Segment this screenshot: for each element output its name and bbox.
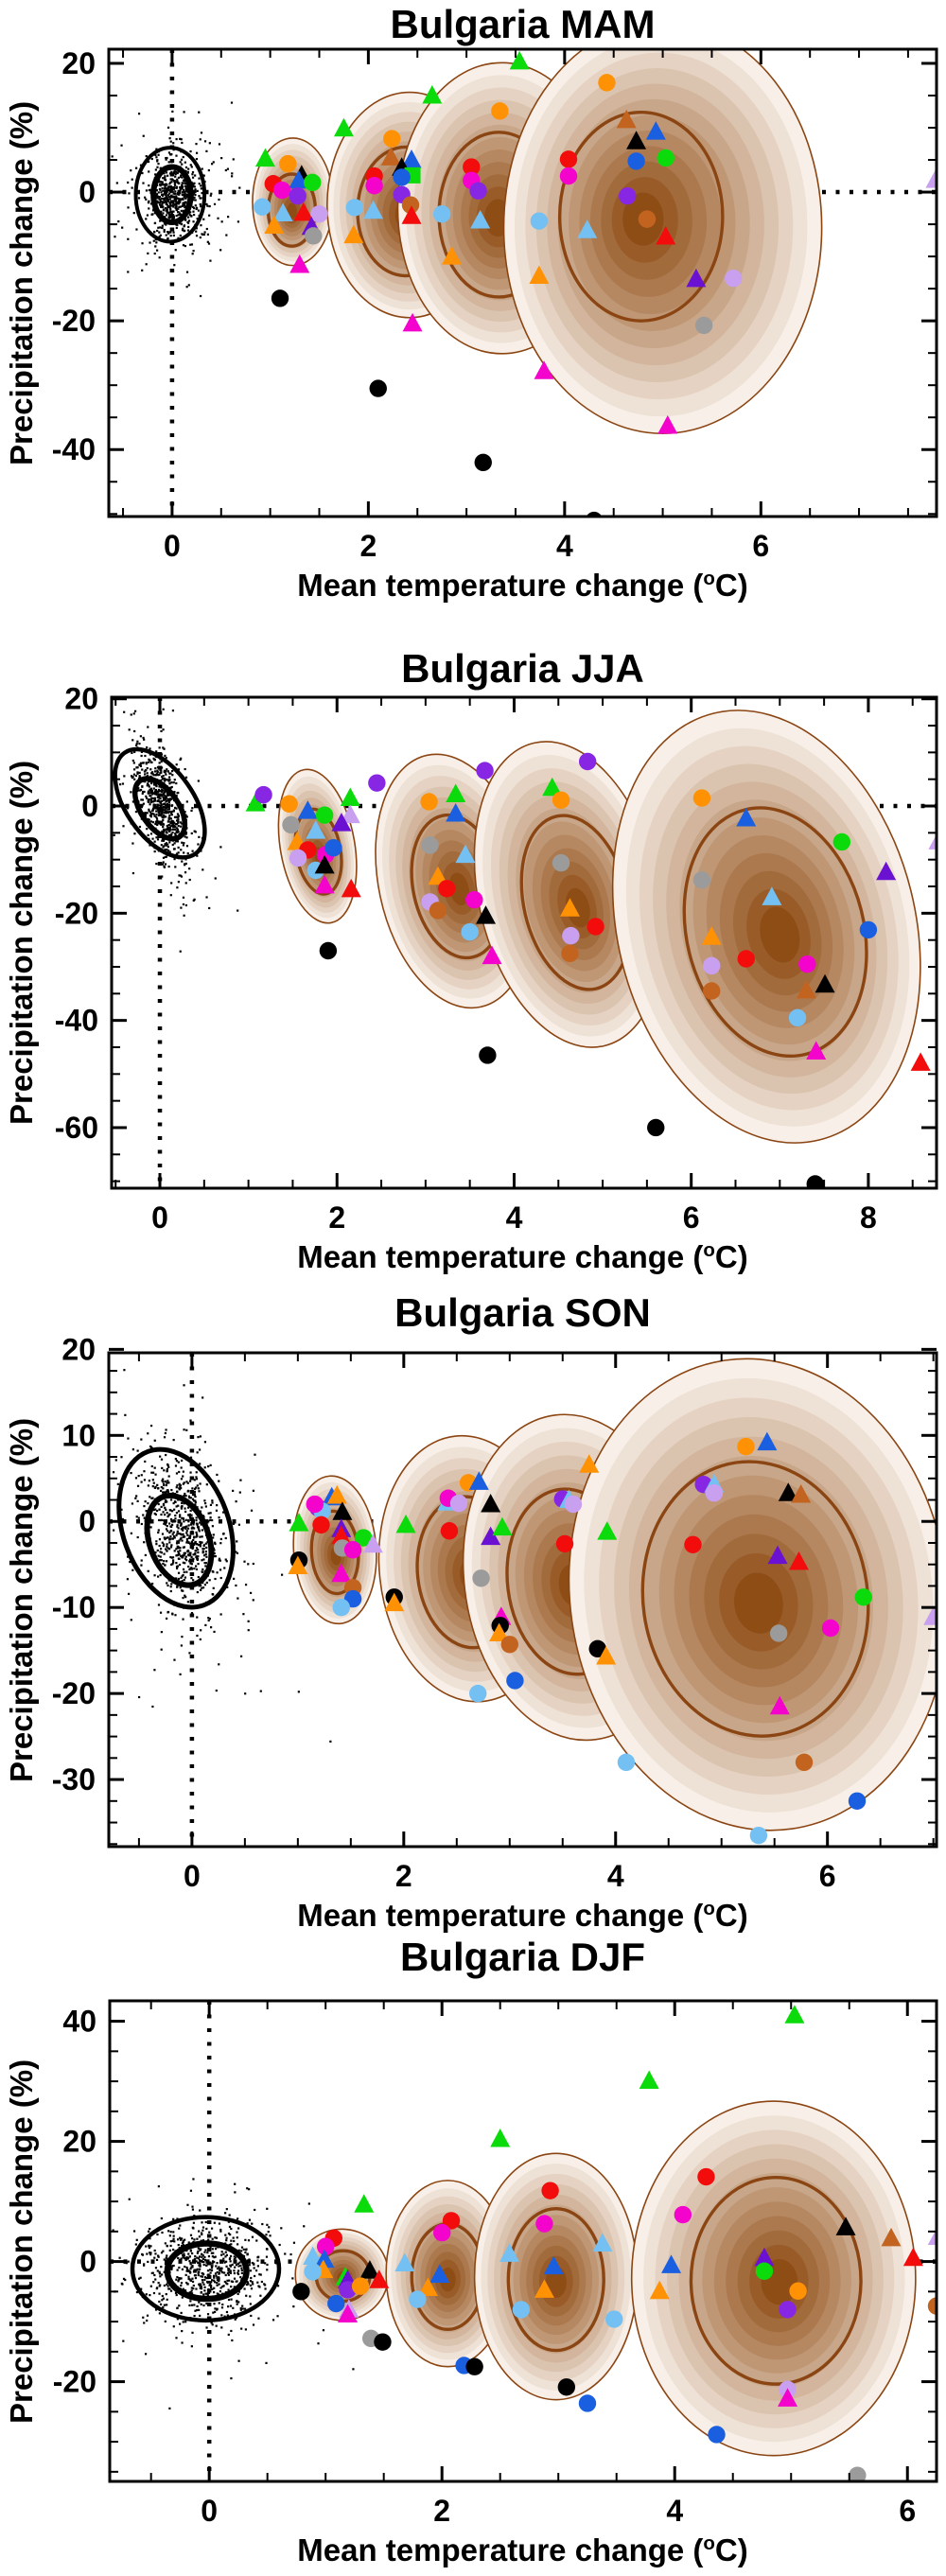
plot-svg-son: 0 2 4 6 20 10 0 -10 -20 -30 [52,1332,938,1893]
svg-text:6: 6 [752,529,769,563]
svg-text:-20: -20 [53,2365,96,2399]
svg-text:6: 6 [899,2494,916,2528]
svg-text:2: 2 [359,529,377,563]
svg-text:-10: -10 [52,1590,96,1624]
svg-text:-30: -30 [52,1762,96,1796]
svg-text:4: 4 [666,2494,683,2528]
svg-text:4: 4 [506,1200,523,1235]
degree-sup: o [703,568,715,589]
x-label-unit: C) [714,2532,748,2567]
panel-title-jja: Bulgaria JJA [401,646,644,691]
svg-text:0: 0 [164,529,181,563]
x-label-text: Mean temperature change ( [297,1239,704,1274]
svg-text:6: 6 [683,1200,700,1235]
svg-text:0: 0 [184,1859,201,1893]
svg-text:0: 0 [81,789,98,823]
svg-text:0: 0 [151,1200,168,1235]
degree-sup: o [703,2532,715,2554]
svg-text:40: 40 [62,2005,96,2039]
degree-sup: o [703,1239,715,1261]
x-axis-label-jja: Mean temperature change (oC) [109,1239,937,1275]
svg-text:-20: -20 [52,1676,96,1710]
x-label-text: Mean temperature change ( [297,568,704,603]
x-axis-label-mam: Mean temperature change (oC) [109,568,937,604]
x-axis-label-son: Mean temperature change (oC) [109,1898,937,1934]
svg-text:-20: -20 [55,896,98,930]
degree-sup: o [703,1898,715,1919]
x-label-unit: C) [714,568,748,603]
svg-text:2: 2 [395,1859,412,1893]
svg-text:20: 20 [61,46,96,80]
plot-svg-djf: 0 2 4 6 40 20 0 -20 [53,1999,938,2528]
svg-text:20: 20 [61,1332,96,1366]
svg-text:2: 2 [433,2494,450,2528]
svg-text:8: 8 [860,1200,877,1235]
svg-text:20: 20 [64,682,98,716]
svg-text:10: 10 [61,1418,96,1452]
svg-text:2: 2 [328,1200,345,1235]
svg-text:0: 0 [79,2245,96,2279]
svg-text:4: 4 [556,529,573,563]
x-label-text: Mean temperature change ( [297,1898,704,1933]
svg-text:-40: -40 [52,432,96,466]
plot-svg-mam: 0 2 4 6 20 0 -20 -40 [52,46,938,563]
svg-text:-20: -20 [52,304,96,338]
x-label-unit: C) [714,1239,748,1274]
svg-text:4: 4 [607,1859,624,1893]
x-label-unit: C) [714,1898,748,1933]
svg-text:0: 0 [79,1504,96,1538]
panel-title-son: Bulgaria SON [394,1290,651,1335]
svg-text:6: 6 [819,1859,836,1893]
svg-text:0: 0 [79,175,96,209]
svg-text:0: 0 [201,2494,218,2528]
panel-title-mam: Bulgaria MAM [390,2,656,46]
svg-text:20: 20 [62,2125,96,2159]
x-label-text: Mean temperature change ( [297,2532,704,2567]
svg-text:-60: -60 [55,1111,98,1145]
x-axis-label-djf: Mean temperature change (oC) [109,2532,937,2568]
panel-title-djf: Bulgaria DJF [399,1935,646,1979]
svg-text:-40: -40 [55,1004,98,1038]
plot-svg-jja: 0 2 4 6 8 20 0 -20 -40 -60 [55,682,938,1235]
